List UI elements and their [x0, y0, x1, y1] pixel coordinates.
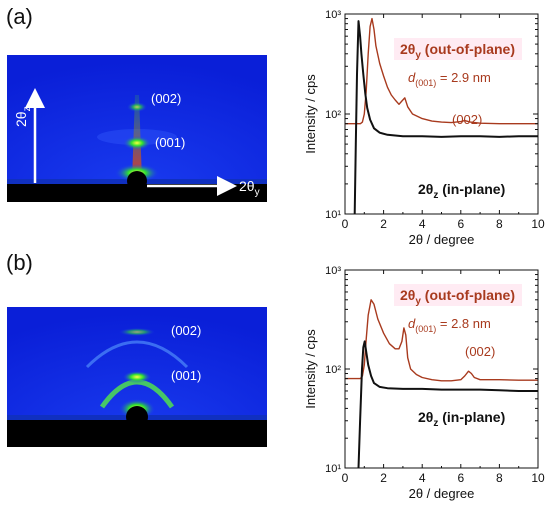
axis-z-label: 2θz — [13, 106, 33, 127]
chart-b-series-in-plane — [357, 340, 538, 469]
chart-a: 0 2 4 6 8 10 10¹ 10² 10³ 2θ / degree Intensity / c… — [290, 6, 550, 256]
chart-b-peak-002-annotation: (002) — [465, 344, 495, 359]
chart-a-xtick-label: 6 — [457, 217, 464, 231]
chart-b-xlabel: 2θ / degree — [409, 486, 475, 501]
chart-b-legend-in-plane: 2θz (in-plane) — [418, 409, 505, 429]
chart-a-legend-in-plane: 2θz (in-plane) — [418, 181, 505, 201]
chart-b-xtick-label: 10 — [531, 471, 545, 485]
chart-b-ytick-label: 10¹ — [325, 463, 341, 475]
panel-b-label: (b) — [6, 250, 33, 275]
peak-002-label-b: (002) — [171, 323, 202, 338]
chart-a-ytick-label: 10² — [325, 109, 341, 121]
chart-b-xtick-label: 2 — [380, 471, 387, 485]
chart-b-xtick-label: 4 — [419, 471, 426, 485]
chart-a-legend-out-of-plane: 2θy (out-of-plane) — [400, 41, 515, 61]
chart-a-ytick-label: 10³ — [325, 9, 341, 21]
chart-a-d-spacing-annotation: d(001) = 2.9 nm — [408, 70, 491, 88]
gisaxs-image-a: (002) (001) 2θz 2θy — [7, 55, 267, 202]
chart-a-xtick-label: 0 — [342, 217, 349, 231]
peak-002-label-a: (002) — [151, 91, 182, 106]
chart-b-ytick-label: 10³ — [325, 265, 341, 277]
axis-y-label: 2θy — [239, 178, 260, 198]
chart-b-ytick-label: 10² — [325, 364, 341, 376]
chart-b-legend-out-bg — [394, 284, 522, 306]
panel-a-label: (a) — [6, 4, 33, 29]
chart-a-peak-002-annotation: (002) — [452, 112, 482, 127]
chart-b-d-spacing-annotation: d(001) = 2.8 nm — [408, 316, 491, 334]
chart-a-legend-out-bg — [394, 38, 522, 60]
chart-a-xlabel: 2θ / degree — [409, 232, 475, 247]
peak-001-label-b: (001) — [171, 368, 202, 383]
chart-a-xtick-label: 8 — [496, 217, 503, 231]
chart-b-xtick-label: 0 — [342, 471, 349, 485]
chart-a-ytick-label: 10¹ — [325, 209, 341, 221]
chart-b-ylabel: Intensity / cps — [303, 329, 318, 409]
chart-a-series-out-of-plane — [345, 17, 538, 125]
chart-b-series-out-of-plane — [345, 299, 538, 382]
chart-b-xtick-label: 8 — [496, 471, 503, 485]
chart-b-legend-out-of-plane: 2θy (out-of-plane) — [400, 287, 515, 307]
chart-a-xtick-label: 2 — [380, 217, 387, 231]
chart-a-ylabel: Intensity / cps — [303, 74, 318, 154]
chart-b: 0 2 4 6 8 10 10¹ 10² 10³ 2θ / degree Intensity / c… — [290, 258, 550, 506]
chart-a-xtick-label: 4 — [419, 217, 426, 231]
chart-a-xtick-label: 10 — [531, 217, 545, 231]
gisaxs-image-b: (002) (001) — [7, 307, 267, 447]
chart-a-series-in-plane — [353, 20, 538, 215]
peak-001-label-a: (001) — [155, 135, 186, 150]
chart-b-xtick-label: 6 — [457, 471, 464, 485]
